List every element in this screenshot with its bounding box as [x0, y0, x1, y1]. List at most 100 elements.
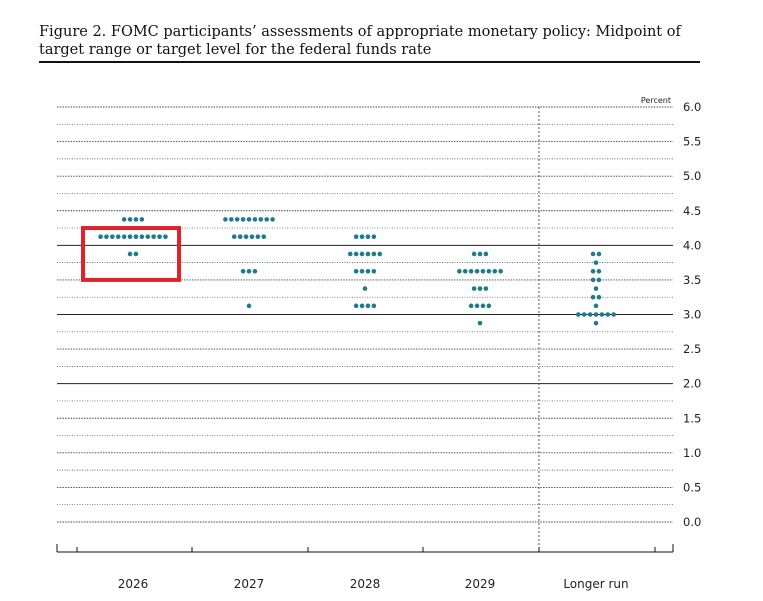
participant-dot: [371, 234, 377, 239]
participant-dot: [371, 268, 377, 274]
participant-dot: [252, 217, 258, 222]
participant-dot: [240, 217, 246, 222]
y-tick-label: 5.5: [683, 135, 701, 149]
participant-dot: [486, 303, 492, 309]
participant-dot: [223, 217, 228, 222]
participant-dot: [483, 251, 489, 257]
y-tick-label: 5.0: [683, 169, 701, 183]
participant-dot: [359, 268, 365, 274]
participant-dot: [246, 217, 252, 222]
participant-dot: [133, 234, 139, 239]
participant-dot: [576, 312, 581, 317]
participant-dot: [359, 234, 365, 239]
participant-dot: [121, 217, 127, 222]
y-tick-label: 3.0: [683, 308, 701, 322]
participant-dot: [365, 303, 371, 309]
participant-dot: [371, 303, 377, 309]
y-tick-label: 4.5: [683, 204, 701, 218]
participant-dot: [593, 286, 599, 291]
participant-dot: [590, 277, 596, 283]
participant-dot: [587, 312, 593, 317]
participant-dot: [127, 234, 133, 239]
participant-dot: [151, 234, 156, 239]
unit-label: Percent: [641, 96, 671, 105]
participant-dot: [240, 268, 246, 274]
participant-dot: [246, 268, 252, 274]
y-tick-label: 3.5: [683, 273, 701, 287]
participant-dot: [486, 268, 492, 274]
participant-dot: [264, 217, 270, 222]
participant-dot: [127, 217, 133, 222]
participant-dot: [353, 268, 359, 274]
y-tick-label: 4.0: [683, 238, 701, 252]
y-tick-label: 1.0: [683, 446, 701, 460]
participant-dot: [98, 234, 103, 239]
highlight-box: [81, 226, 181, 282]
participant-dot: [237, 234, 243, 239]
participant-dot: [252, 268, 258, 274]
participant-dot: [359, 251, 365, 257]
participant-dot: [596, 294, 602, 300]
participant-dot: [474, 303, 480, 309]
participant-dot: [139, 217, 145, 222]
participant-dot: [270, 217, 275, 222]
title-rule: [39, 61, 700, 63]
participant-dot: [234, 217, 240, 222]
participant-dot: [243, 234, 249, 239]
participant-dot: [593, 303, 599, 309]
participant-dot: [347, 251, 353, 257]
participant-dot: [477, 320, 483, 326]
participant-dot: [127, 251, 133, 257]
participant-dot: [480, 303, 486, 309]
participant-dot: [477, 286, 483, 291]
participant-dot: [483, 286, 489, 291]
category-label: 2026: [118, 577, 149, 591]
participant-dot: [593, 260, 599, 265]
participant-dot: [365, 268, 371, 274]
participant-dot: [477, 251, 483, 257]
participant-dot: [468, 303, 474, 309]
participant-dot: [377, 251, 383, 257]
y-tick-label: 2.0: [683, 377, 701, 391]
participant-dot: [121, 234, 127, 239]
participant-dot: [462, 268, 468, 274]
y-tick-label: 6.0: [683, 100, 701, 114]
category-label: 2028: [350, 577, 381, 591]
category-label: 2027: [234, 577, 265, 591]
participant-dot: [246, 303, 252, 309]
participant-dot: [115, 234, 121, 239]
participant-dot: [110, 234, 115, 239]
participant-dot: [471, 286, 477, 291]
participant-dot: [359, 303, 365, 309]
participant-dot: [590, 268, 596, 274]
participant-dot: [353, 234, 359, 239]
y-tick-label: 0.5: [683, 480, 701, 494]
participant-dot: [365, 251, 371, 257]
participant-dot: [371, 251, 377, 257]
y-tick-label: 1.5: [683, 411, 701, 425]
participant-dot: [492, 268, 498, 274]
figure-title: Figure 2. FOMC participants’ assessments…: [39, 24, 681, 58]
participant-dot: [157, 234, 162, 239]
category-label: 2029: [465, 577, 496, 591]
participant-dot: [468, 268, 474, 274]
participant-dot: [593, 312, 599, 317]
participant-dot: [365, 234, 371, 239]
participant-dot: [474, 268, 480, 274]
participant-dot: [605, 312, 611, 317]
participant-dot: [353, 303, 359, 309]
participant-dot: [457, 268, 462, 274]
participant-dot: [596, 268, 602, 274]
participant-dot: [163, 234, 168, 239]
participant-dot: [229, 217, 234, 222]
participant-dot: [593, 320, 599, 326]
participant-dot: [231, 234, 237, 239]
y-tick-label: 2.5: [683, 342, 701, 356]
participant-dot: [353, 251, 359, 257]
participant-dot: [261, 234, 267, 239]
participant-dot: [249, 234, 255, 239]
participant-dot: [255, 234, 261, 239]
participant-dot: [596, 251, 602, 257]
participant-dot: [599, 312, 605, 317]
